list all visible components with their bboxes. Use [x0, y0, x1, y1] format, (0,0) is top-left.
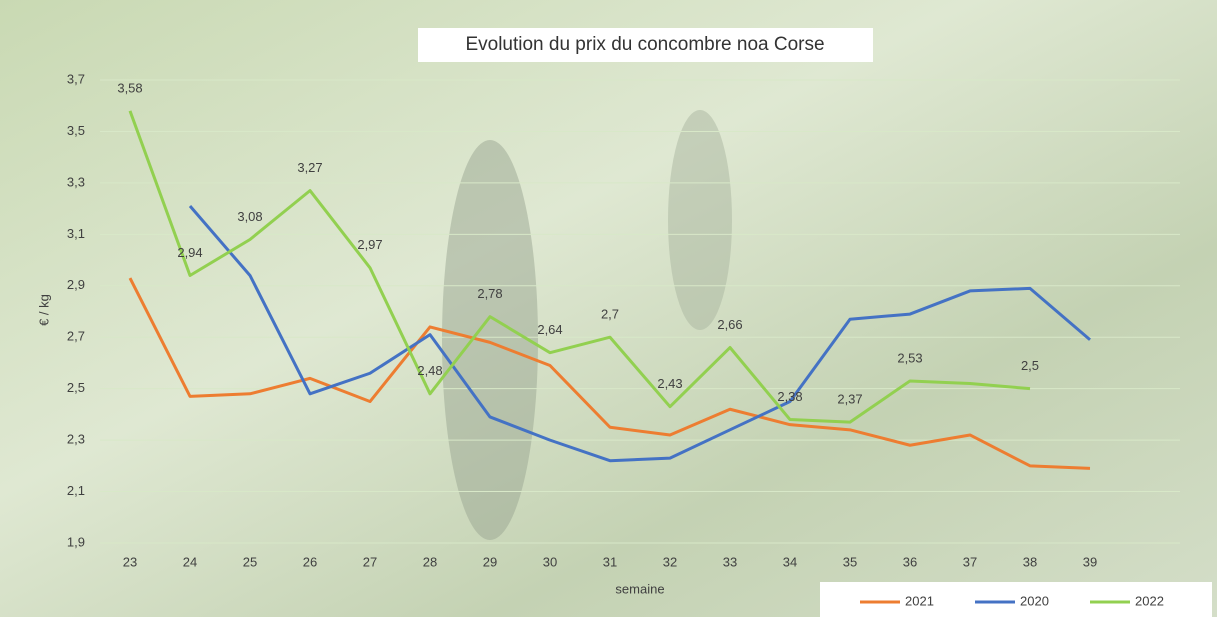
x-tick-label: 34 — [783, 554, 797, 569]
x-tick-label: 24 — [183, 554, 197, 569]
x-tick-label: 38 — [1023, 554, 1037, 569]
y-tick-label: 2,9 — [67, 277, 85, 292]
series-line — [128, 277, 1091, 470]
x-axis-label: semaine — [615, 581, 664, 596]
y-tick-label: 2,7 — [67, 329, 85, 344]
legend-label: 2020 — [1020, 593, 1049, 608]
x-tick-label: 30 — [543, 554, 557, 569]
background-shape — [668, 110, 732, 330]
data-label: 3,58 — [117, 80, 142, 95]
data-label: 2,66 — [717, 317, 742, 332]
y-tick-label: 2,3 — [67, 432, 85, 447]
x-tick-label: 27 — [363, 554, 377, 569]
series-line — [128, 110, 1031, 424]
data-label: 2,48 — [417, 363, 442, 378]
y-axis-label: € / kg — [36, 294, 51, 326]
background-shape — [442, 140, 538, 540]
y-tick-label: 3,5 — [67, 123, 85, 138]
y-tick-label: 3,3 — [67, 174, 85, 189]
x-tick-label: 23 — [123, 554, 137, 569]
data-label: 2,7 — [601, 307, 619, 322]
x-tick-label: 32 — [663, 554, 677, 569]
y-tick-label: 2,1 — [67, 483, 85, 498]
x-tick-label: 35 — [843, 554, 857, 569]
data-label: 2,78 — [477, 286, 502, 301]
data-label: 2,38 — [777, 389, 802, 404]
series-line — [188, 205, 1091, 463]
legend-box — [820, 582, 1212, 617]
x-tick-label: 39 — [1083, 554, 1097, 569]
x-tick-label: 36 — [903, 554, 917, 569]
title-box — [418, 28, 873, 62]
data-label: 2,37 — [837, 392, 862, 407]
x-tick-label: 25 — [243, 554, 257, 569]
data-label: 2,53 — [897, 350, 922, 365]
y-tick-label: 3,1 — [67, 226, 85, 241]
x-tick-label: 33 — [723, 554, 737, 569]
data-label: 2,43 — [657, 376, 682, 391]
data-label: 2,5 — [1021, 358, 1039, 373]
x-tick-label: 28 — [423, 554, 437, 569]
data-label: 2,64 — [537, 322, 562, 337]
data-label: 2,94 — [177, 245, 202, 260]
data-label: 3,08 — [237, 209, 262, 224]
legend-label: 2021 — [905, 593, 934, 608]
chart-title: Evolution du prix du concombre noa Corse — [465, 34, 824, 55]
x-tick-label: 37 — [963, 554, 977, 569]
y-tick-label: 1,9 — [67, 534, 85, 549]
y-tick-label: 2,5 — [67, 380, 85, 395]
data-label: 3,27 — [297, 160, 322, 175]
y-tick-label: 3,7 — [67, 71, 85, 86]
x-tick-label: 31 — [603, 554, 617, 569]
data-label: 2,97 — [357, 237, 382, 252]
x-tick-label: 29 — [483, 554, 497, 569]
legend-label: 2022 — [1135, 593, 1164, 608]
x-tick-label: 26 — [303, 554, 317, 569]
